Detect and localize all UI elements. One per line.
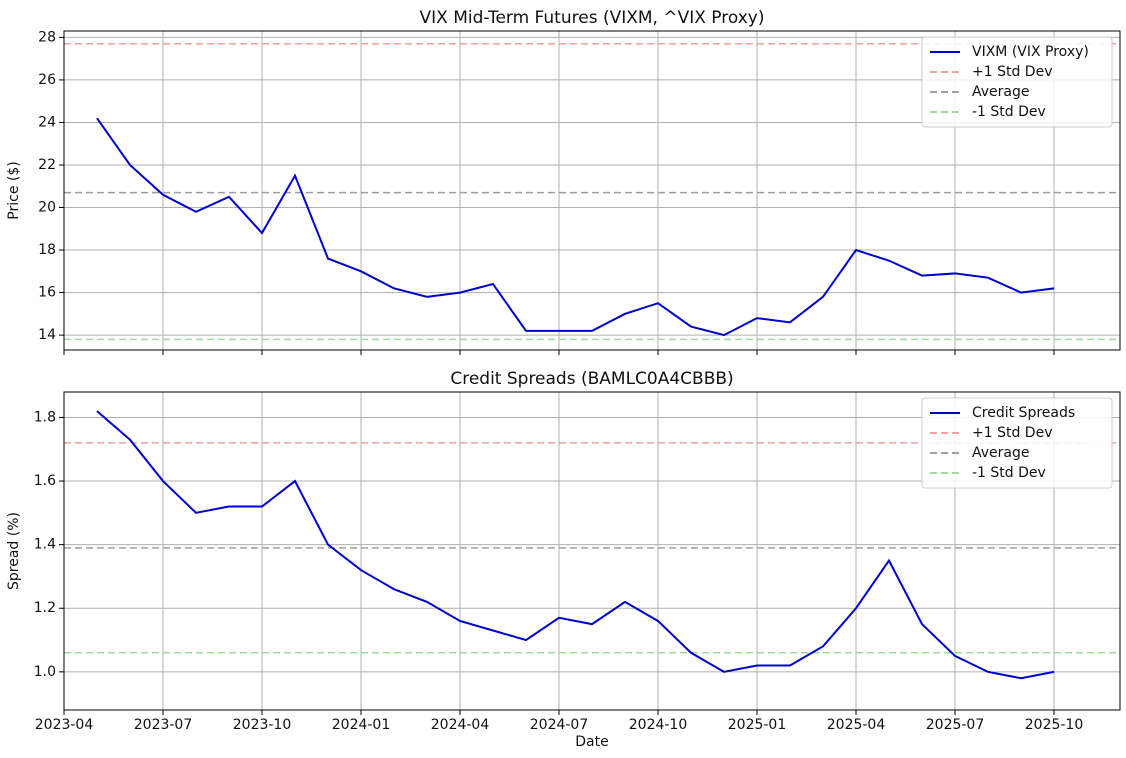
legend-box	[921, 36, 1113, 128]
y-tick-label: 24	[38, 114, 56, 130]
data-line	[96, 410, 1055, 680]
y-tick-label: 1.0	[34, 664, 56, 680]
legend-label: VIXM (VIX Proxy)	[972, 44, 1089, 60]
y-tick-label: 16	[38, 285, 56, 301]
x-tick-label: 2024-04	[431, 717, 490, 733]
x-tick-label: 2023-07	[134, 717, 193, 733]
y-tick-label: 1.4	[34, 537, 56, 553]
legend-label: -1 Std Dev	[972, 465, 1046, 481]
x-tick-label: 2025-01	[728, 717, 787, 733]
y-tick-label: 1.6	[34, 473, 56, 489]
legend-label: -1 Std Dev	[972, 104, 1046, 120]
y-tick-label: 18	[38, 242, 56, 258]
y-tick-label: 1.2	[34, 600, 56, 616]
x-tick-label: 2024-01	[332, 717, 391, 733]
y-tick-label: 1.8	[34, 409, 56, 425]
x-tick-label: 2025-07	[926, 717, 985, 733]
y-tick-label: 22	[38, 157, 56, 173]
y-tick-label: 14	[38, 327, 56, 343]
data-line	[96, 117, 1055, 337]
x-tick-label: 2025-04	[827, 717, 886, 733]
legend-label: Average	[972, 445, 1030, 461]
legend-label: +1 Std Dev	[972, 64, 1052, 80]
y-axis-label: Price ($)	[6, 161, 22, 219]
legend-label: Credit Spreads	[972, 405, 1075, 421]
x-tick-label: 2024-07	[530, 717, 589, 733]
x-tick-label: 2024-10	[629, 717, 688, 733]
y-axis-label: Spread (%)	[6, 512, 22, 590]
x-tick-label: 2025-10	[1025, 717, 1084, 733]
y-tick-label: 20	[38, 200, 56, 216]
plot-frame	[63, 391, 1121, 711]
plot-frame	[63, 30, 1121, 351]
legend-box	[921, 397, 1113, 489]
x-tick-label: 2023-04	[35, 717, 94, 733]
chart-title: Credit Spreads (BAMLC0A4CBBB)	[450, 369, 733, 389]
chart-title: VIX Mid-Term Futures (VIXM, ^VIX Proxy)	[420, 8, 765, 28]
legend-label: +1 Std Dev	[972, 425, 1052, 441]
y-tick-label: 28	[38, 29, 56, 45]
x-axis-label: Date	[575, 734, 608, 750]
legend-label: Average	[972, 84, 1030, 100]
y-tick-label: 26	[38, 72, 56, 88]
x-tick-label: 2023-10	[233, 717, 292, 733]
